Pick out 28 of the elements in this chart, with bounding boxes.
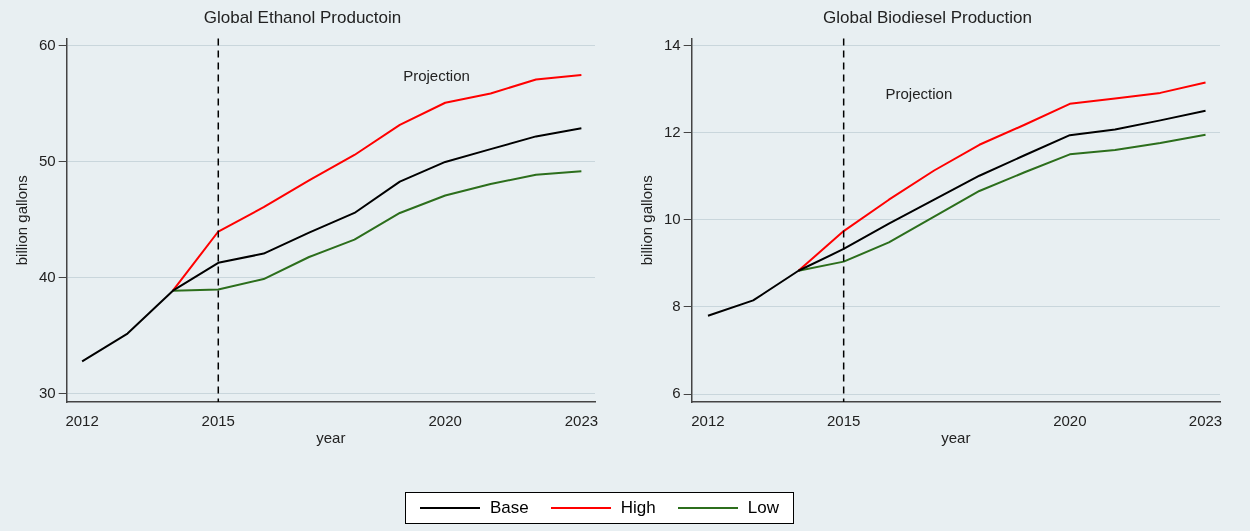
legend-label: Base <box>490 498 529 518</box>
y-tick-label: 6 <box>672 384 681 402</box>
y-tick-label: 50 <box>39 152 56 170</box>
legend-label: Low <box>747 498 779 518</box>
y-tick-label: 30 <box>39 384 56 402</box>
y-tick-label: 12 <box>664 122 681 140</box>
x-tick-label: 2012 <box>691 412 725 430</box>
legend-label: High <box>620 498 656 518</box>
y-tick-label: 60 <box>39 36 56 54</box>
y-tick-label: 40 <box>39 268 56 286</box>
y-axis-title: billion gallons <box>638 175 656 266</box>
chart-title: Global Ethanol Productoin <box>203 7 402 27</box>
x-tick-label: 2023 <box>1188 412 1223 430</box>
x-axis-title: year <box>941 429 971 447</box>
annotation: Projection <box>403 66 470 84</box>
y-axis-title: billion gallons <box>13 175 31 266</box>
annotation: Projection <box>885 84 953 102</box>
y-tick-label: 10 <box>664 209 681 227</box>
x-tick-label: 2023 <box>564 412 599 430</box>
x-tick-label: 2020 <box>1053 412 1087 430</box>
x-tick-label: 2015 <box>826 412 861 430</box>
y-tick-label: 14 <box>664 35 681 53</box>
x-tick-label: 2015 <box>201 412 235 430</box>
x-tick-label: 2012 <box>65 412 99 430</box>
x-axis-title: year <box>316 429 346 447</box>
x-tick-label: 2020 <box>428 412 462 430</box>
y-tick-label: 8 <box>672 297 681 315</box>
chart-title: Global Biodiesel Production <box>823 7 1032 27</box>
